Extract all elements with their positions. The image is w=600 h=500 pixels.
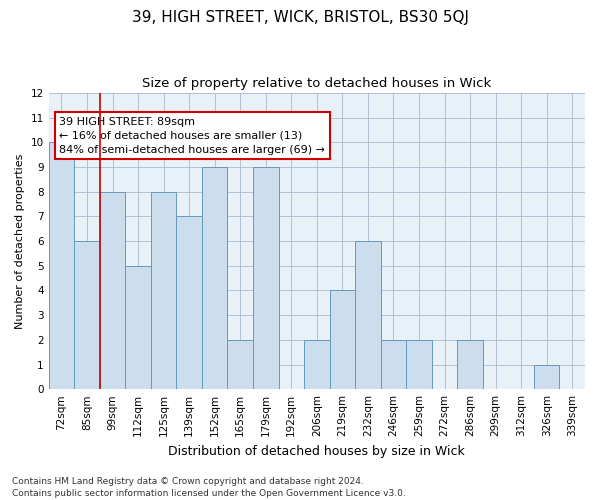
Bar: [329, 290, 355, 389]
Bar: [74, 241, 100, 389]
Bar: [457, 340, 483, 389]
Text: 39 HIGH STREET: 89sqm
← 16% of detached houses are smaller (13)
84% of semi-deta: 39 HIGH STREET: 89sqm ← 16% of detached …: [59, 116, 325, 154]
Bar: [125, 266, 151, 389]
Bar: [151, 192, 176, 389]
Bar: [253, 167, 278, 389]
Bar: [202, 167, 227, 389]
Text: Contains HM Land Registry data © Crown copyright and database right 2024.
Contai: Contains HM Land Registry data © Crown c…: [12, 476, 406, 498]
Title: Size of property relative to detached houses in Wick: Size of property relative to detached ho…: [142, 78, 491, 90]
Bar: [406, 340, 432, 389]
Bar: [355, 241, 380, 389]
Bar: [100, 192, 125, 389]
Bar: [380, 340, 406, 389]
Bar: [227, 340, 253, 389]
Text: 39, HIGH STREET, WICK, BRISTOL, BS30 5QJ: 39, HIGH STREET, WICK, BRISTOL, BS30 5QJ: [131, 10, 469, 25]
Bar: [176, 216, 202, 389]
Y-axis label: Number of detached properties: Number of detached properties: [15, 154, 25, 329]
Bar: [49, 142, 74, 389]
Bar: [304, 340, 329, 389]
X-axis label: Distribution of detached houses by size in Wick: Distribution of detached houses by size …: [169, 444, 465, 458]
Bar: [534, 364, 559, 389]
